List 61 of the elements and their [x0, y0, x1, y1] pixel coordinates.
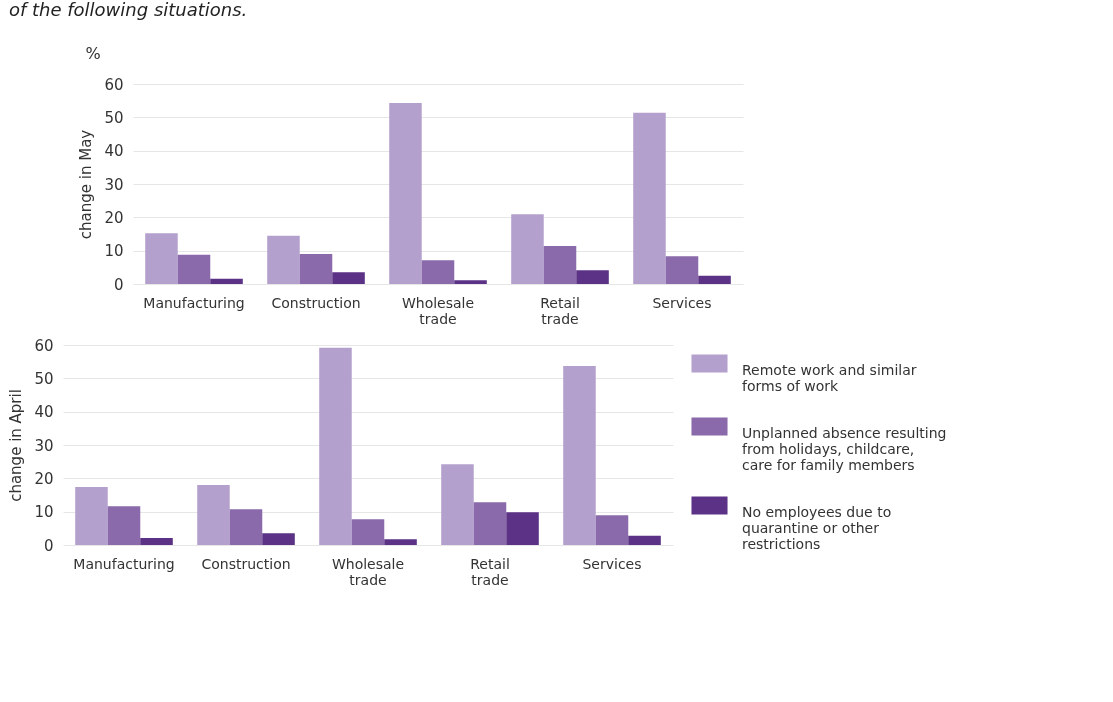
y-tick-label: 20: [34, 469, 54, 488]
x-tick-label: Wholesale trade: [331, 555, 405, 588]
bar: [107, 506, 141, 545]
bar: [595, 515, 629, 545]
bar: [262, 533, 295, 545]
x-tick-label: Services: [652, 294, 712, 311]
bar: [563, 366, 596, 545]
bar: [177, 254, 211, 284]
y-tick-label: 60: [104, 75, 124, 94]
x-tick-label: Manufacturing: [73, 555, 175, 572]
bar: [140, 538, 173, 545]
bar: [145, 233, 178, 284]
y-tick-label: 40: [34, 403, 54, 422]
bar: [441, 464, 474, 545]
y-tick-label: 10: [34, 503, 54, 522]
bar: [210, 278, 243, 284]
y-tick-label: 10: [104, 242, 124, 261]
bar: [698, 275, 731, 284]
bar: [473, 502, 507, 545]
bar: [511, 214, 544, 284]
x-tick-label: Retail trade: [470, 555, 510, 588]
legend-label: Unplanned absence resulting from holidays, childcare, care for family members: [742, 424, 947, 473]
bar: [75, 487, 108, 545]
bar: [319, 347, 352, 545]
y-axis-title: change in April: [7, 389, 26, 502]
y-tick-label: 20: [104, 208, 124, 227]
y-tick-label: 50: [34, 369, 54, 388]
x-tick-label: Construction: [201, 555, 291, 572]
bar: [389, 103, 422, 284]
y-axis-title: change in May: [77, 129, 96, 240]
y-tick-label: 60: [34, 336, 54, 355]
bar: [351, 519, 385, 545]
bar: [384, 539, 417, 545]
y-tick-label: 30: [104, 175, 124, 194]
bar: [332, 272, 365, 284]
y-tick-label: 40: [104, 142, 124, 161]
y-tick-label: 30: [34, 436, 54, 455]
bar: [628, 535, 661, 545]
bar: [506, 512, 539, 545]
bar: [267, 235, 300, 284]
bar: [633, 112, 666, 284]
bar: [543, 246, 577, 284]
x-tick-label: Retail trade: [540, 294, 580, 327]
bar: [299, 254, 333, 284]
chart-title: of the following situations.: [8, 0, 248, 20]
legend-label: No employees due to quarantine or other restrictions: [742, 503, 892, 552]
text: %: [85, 44, 101, 63]
x-tick-label: Services: [582, 555, 642, 572]
legend-label: Remote work and similar forms of work: [742, 361, 917, 394]
y-tick-label: 50: [104, 108, 124, 127]
bar: [576, 270, 609, 284]
x-tick-label: Wholesale trade: [401, 294, 475, 327]
bar: [665, 256, 699, 284]
y-tick-label: 0: [113, 275, 124, 294]
bar: [197, 485, 230, 545]
bar: [421, 260, 455, 284]
x-tick-label: Manufacturing: [143, 294, 245, 311]
bar: [454, 280, 487, 284]
bar: [229, 509, 263, 545]
x-tick-label: Construction: [271, 294, 361, 311]
y-tick-label: 0: [43, 536, 54, 555]
